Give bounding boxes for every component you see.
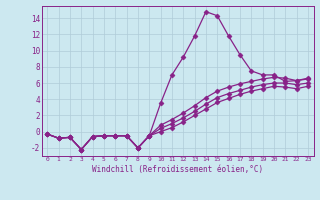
X-axis label: Windchill (Refroidissement éolien,°C): Windchill (Refroidissement éolien,°C) (92, 165, 263, 174)
